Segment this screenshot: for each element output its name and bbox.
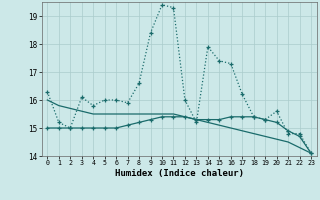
X-axis label: Humidex (Indice chaleur): Humidex (Indice chaleur) (115, 169, 244, 178)
